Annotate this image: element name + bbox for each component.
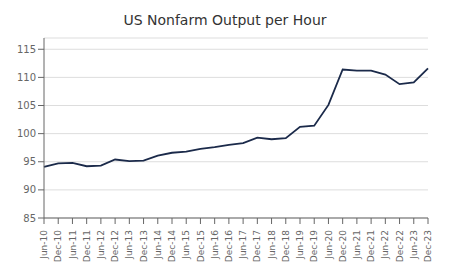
- svg-text:Jun-21: Jun-21: [352, 230, 362, 260]
- svg-text:95: 95: [23, 156, 36, 167]
- svg-text:Dec-11: Dec-11: [82, 230, 92, 262]
- svg-text:Jun-19: Jun-19: [295, 230, 305, 260]
- svg-text:Dec-18: Dec-18: [281, 230, 291, 262]
- svg-text:100: 100: [17, 128, 36, 139]
- svg-text:Dec-16: Dec-16: [224, 230, 234, 262]
- svg-text:105: 105: [17, 100, 36, 111]
- svg-text:Dec-23: Dec-23: [423, 230, 433, 262]
- svg-text:Jun-11: Jun-11: [68, 230, 78, 260]
- svg-text:110: 110: [17, 72, 36, 83]
- svg-text:Jun-16: Jun-16: [210, 230, 220, 260]
- svg-text:Dec-12: Dec-12: [110, 230, 120, 262]
- svg-text:Jun-17: Jun-17: [238, 230, 248, 260]
- svg-text:Dec-21: Dec-21: [366, 230, 376, 262]
- svg-text:90: 90: [23, 184, 36, 195]
- svg-text:Dec-10: Dec-10: [53, 230, 63, 262]
- svg-text:Jun-10: Jun-10: [39, 230, 49, 260]
- svg-text:Dec-15: Dec-15: [196, 230, 206, 262]
- svg-text:Jun-13: Jun-13: [124, 230, 134, 260]
- svg-text:85: 85: [23, 213, 36, 224]
- svg-text:Dec-14: Dec-14: [167, 230, 177, 262]
- svg-text:Dec-19: Dec-19: [309, 230, 319, 262]
- svg-text:Dec-22: Dec-22: [395, 230, 405, 262]
- svg-text:Jun-18: Jun-18: [267, 230, 277, 260]
- svg-text:Jun-15: Jun-15: [181, 230, 191, 260]
- svg-text:Dec-17: Dec-17: [252, 230, 262, 262]
- svg-text:Dec-13: Dec-13: [139, 230, 149, 262]
- html-text:US Nonfarm Output per Hour: US Nonfarm Output per Hour: [123, 12, 327, 28]
- svg-text:Jun-23: Jun-23: [409, 230, 419, 260]
- svg-text:Jun-14: Jun-14: [153, 230, 163, 260]
- svg-text:Jun-12: Jun-12: [96, 230, 106, 260]
- svg-text:Jun-22: Jun-22: [380, 230, 390, 260]
- svg-text:115: 115: [17, 44, 36, 55]
- svg-text:Dec-20: Dec-20: [338, 230, 348, 262]
- svg-text:Jun-20: Jun-20: [324, 230, 334, 260]
